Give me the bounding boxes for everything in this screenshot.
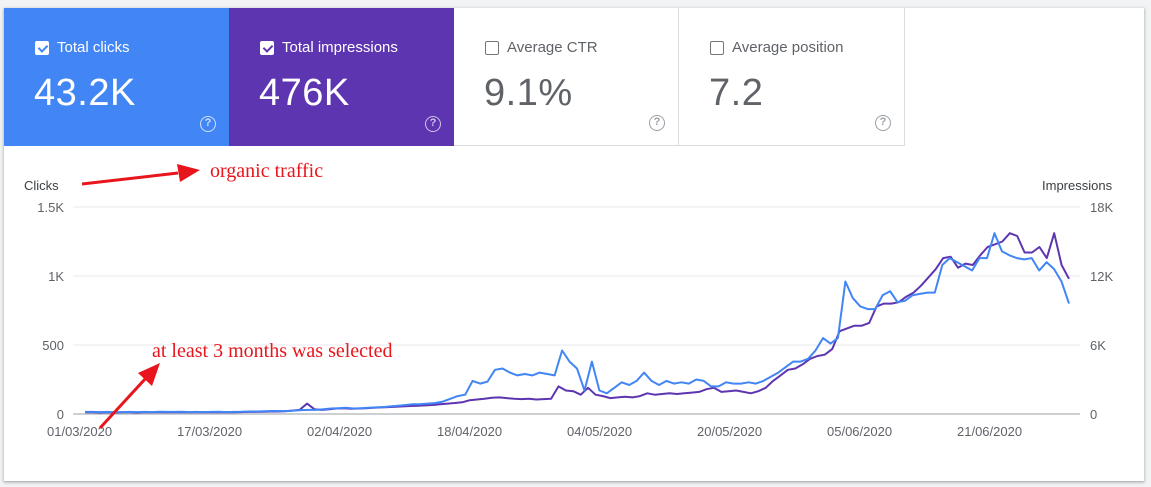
total-clicks-label: Total clicks xyxy=(57,39,130,56)
annotation-arrowhead-top xyxy=(177,164,200,182)
average-position-value: 7.2 xyxy=(709,72,764,114)
x-tick: 01/03/2020 xyxy=(47,424,113,439)
y-right-tick: 12K xyxy=(1090,269,1114,284)
help-icon[interactable]: ? xyxy=(649,115,665,131)
y-left-tick: 1K xyxy=(48,269,64,284)
y-right-tick: 6K xyxy=(1090,338,1106,353)
annotation-three-months: at least 3 months was selected xyxy=(152,340,393,362)
average-ctr-header: Average CTR xyxy=(485,39,598,56)
total-impressions-checkbox[interactable] xyxy=(260,40,274,55)
average-ctr-tile[interactable]: Average CTR 9.1% ? xyxy=(454,8,679,146)
average-position-tile[interactable]: Average position 7.2 ? xyxy=(679,8,905,146)
impressions-series-line xyxy=(85,232,1070,414)
x-tick: 21/06/2020 xyxy=(957,424,1023,439)
total-clicks-header: Total clicks xyxy=(35,39,130,56)
total-clicks-value: 43.2K xyxy=(34,72,136,114)
total-impressions-tile[interactable]: Total impressions 476K ? xyxy=(229,8,454,146)
average-ctr-label: Average CTR xyxy=(507,39,598,56)
total-impressions-label: Total impressions xyxy=(282,39,398,56)
performance-card: Total clicks 43.2K ? Total impressions 4… xyxy=(4,8,1144,481)
annotation-organic-traffic: organic traffic xyxy=(210,160,324,182)
x-tick: 02/04/2020 xyxy=(307,424,373,439)
total-clicks-checkbox[interactable] xyxy=(35,40,49,55)
help-icon[interactable]: ? xyxy=(425,116,441,132)
y-left-axis-title: Clicks xyxy=(24,178,59,193)
clicks-series-line xyxy=(85,232,1070,414)
annotation-arrow-bottom xyxy=(98,376,148,430)
y-left-tick: 0 xyxy=(56,407,64,422)
y-right-axis-title: Impressions xyxy=(1042,178,1113,193)
total-impressions-header: Total impressions xyxy=(260,39,398,56)
x-tick: 05/06/2020 xyxy=(827,424,893,439)
x-tick: 04/05/2020 xyxy=(567,424,633,439)
help-icon[interactable]: ? xyxy=(200,116,216,132)
annotation-arrow-top xyxy=(81,171,179,186)
help-icon[interactable]: ? xyxy=(875,115,891,131)
y-right-tick: 0 xyxy=(1090,407,1098,422)
average-ctr-checkbox[interactable] xyxy=(485,40,499,55)
y-left-tick: 1.5K xyxy=(37,200,64,215)
x-tick: 20/05/2020 xyxy=(697,424,763,439)
total-clicks-tile[interactable]: Total clicks 43.2K ? xyxy=(4,8,229,146)
y-left-tick: 500 xyxy=(42,338,64,353)
average-position-header: Average position xyxy=(710,39,843,56)
average-position-checkbox[interactable] xyxy=(710,40,724,55)
annotation-arrowhead-bottom xyxy=(138,363,160,386)
average-position-label: Average position xyxy=(732,39,844,56)
y-right-tick: 18K xyxy=(1090,200,1114,215)
x-tick: 17/03/2020 xyxy=(177,424,243,439)
x-tick: 18/04/2020 xyxy=(437,424,503,439)
average-ctr-value: 9.1% xyxy=(484,72,573,114)
total-impressions-value: 476K xyxy=(259,72,350,114)
